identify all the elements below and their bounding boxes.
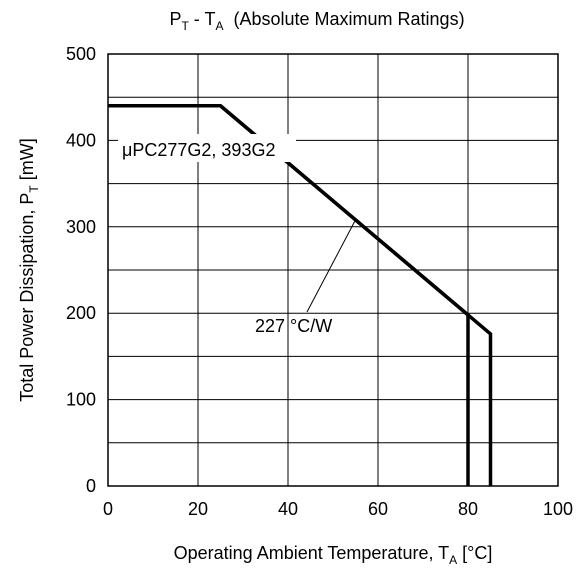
y-tick-label: 100 xyxy=(66,390,96,410)
x-axis-label: Operating Ambient Temperature, TA [°C] xyxy=(174,543,493,567)
ylabel-base: Total Power Dissipation, P xyxy=(17,193,37,402)
y-tick-label: 500 xyxy=(66,44,96,64)
annotation-part-number: μPC277G2, 393G2 xyxy=(122,140,275,160)
x-tick-label: 60 xyxy=(368,499,388,519)
x-tick-label: 80 xyxy=(458,499,478,519)
title-rest: (Absolute Maximum Ratings) xyxy=(223,9,464,29)
title-mid: - T xyxy=(189,9,216,29)
x-tick-label: 20 xyxy=(188,499,208,519)
xlabel-base: Operating Ambient Temperature, T xyxy=(174,543,449,563)
chart-title: PT - TA (Absolute Maximum Ratings) xyxy=(169,9,464,33)
title-sub1: T xyxy=(181,19,189,33)
plot-frame xyxy=(107,53,559,487)
annotation-slope: 227 °C/W xyxy=(255,316,332,336)
xlabel-rest: [°C] xyxy=(457,543,492,563)
x-tick-label: 100 xyxy=(543,499,573,519)
title-sub2: A xyxy=(215,19,223,33)
plot-border xyxy=(107,53,559,487)
series xyxy=(108,104,493,486)
y-tick-label: 300 xyxy=(66,217,96,237)
y-tick-label: 200 xyxy=(66,303,96,323)
x-tick-label: 40 xyxy=(278,499,298,519)
ylabel-sub: T xyxy=(27,185,41,193)
ylabel-rest: [mW] xyxy=(17,138,37,185)
grid xyxy=(108,54,558,486)
x-tick-label: 0 xyxy=(103,499,113,519)
series-line-2 xyxy=(219,104,493,486)
title-base1: P xyxy=(169,9,181,29)
y-axis-label: Total Power Dissipation, PT [mW] xyxy=(17,138,41,401)
xlabel-sub: A xyxy=(449,553,457,567)
y-tick-labels: 0 100 200 300 400 500 xyxy=(66,44,96,496)
y-tick-label: 400 xyxy=(66,130,96,150)
annotation-bg xyxy=(118,134,296,162)
y-tick-label: 0 xyxy=(86,476,96,496)
x-tick-labels: 0 20 40 60 80 100 xyxy=(103,499,573,519)
annotation-leader-line xyxy=(306,219,356,313)
